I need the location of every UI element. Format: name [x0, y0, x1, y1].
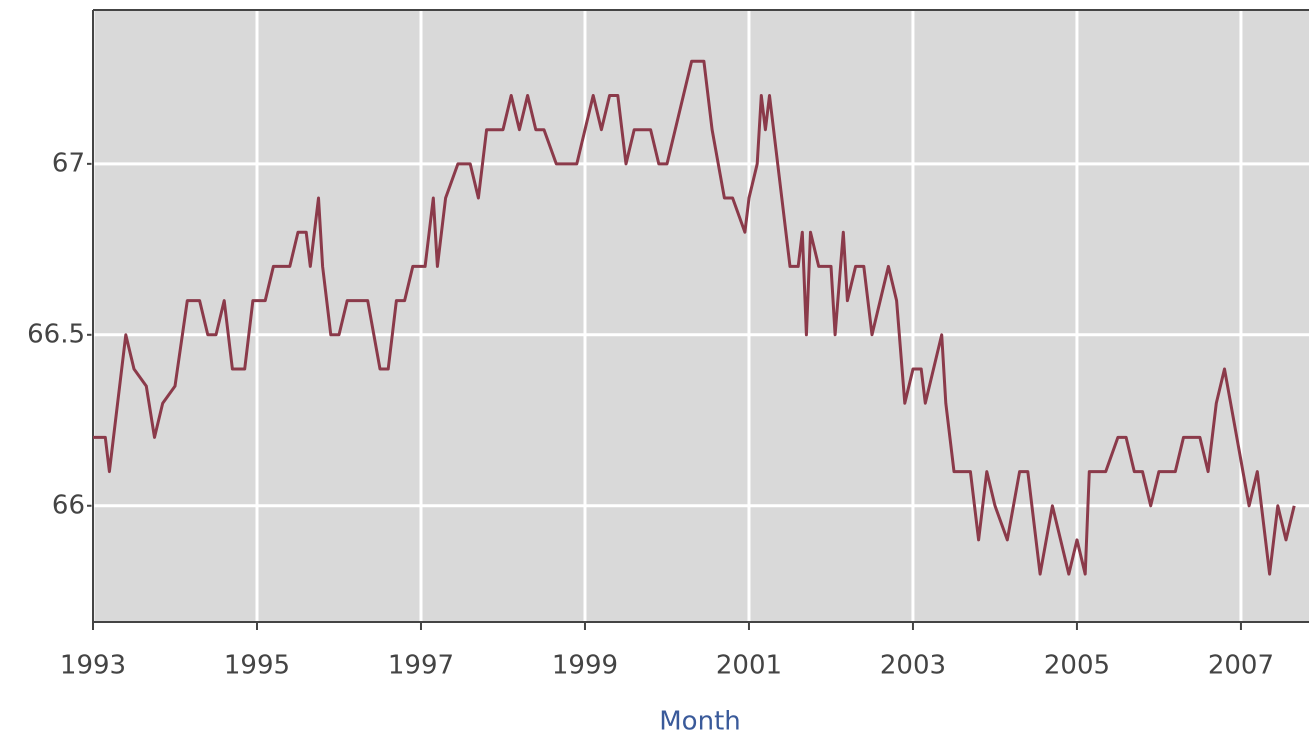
- y-tick-label: 66: [52, 490, 85, 520]
- x-tick-label: 1999: [552, 651, 618, 681]
- x-tick-label: 1995: [224, 651, 290, 681]
- y-tick-label: 66.5: [27, 319, 85, 349]
- plot-background: [93, 10, 1309, 622]
- x-axis-label: Month: [659, 707, 741, 737]
- x-tick-label: 2003: [880, 651, 946, 681]
- x-tick-label: 2001: [716, 651, 782, 681]
- x-tick-label: 1993: [60, 651, 126, 681]
- x-tick-label: 2007: [1208, 651, 1274, 681]
- y-tick-label: 67: [52, 148, 85, 178]
- x-tick-label: 2005: [1044, 651, 1110, 681]
- data-line: [93, 59, 1296, 576]
- x-tick-label: 1997: [388, 651, 454, 681]
